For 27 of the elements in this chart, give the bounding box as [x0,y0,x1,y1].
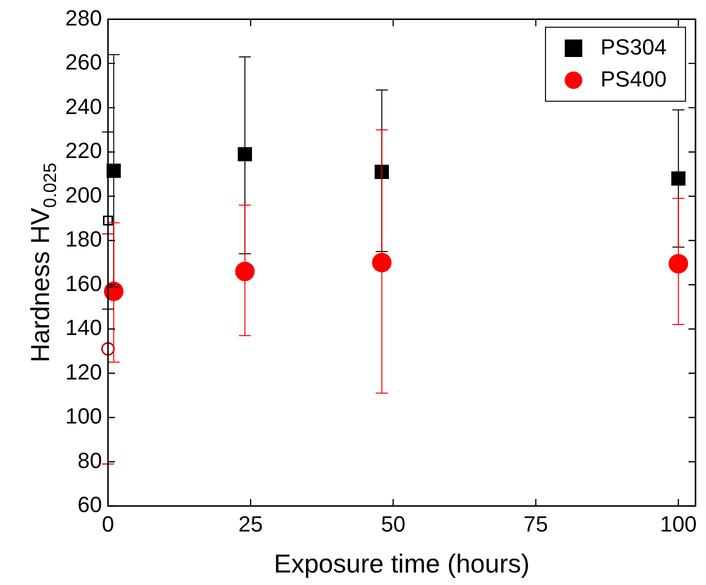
y-axis-title: Hardness HV0.025 [25,162,60,362]
y-tick-label: 280 [65,5,102,30]
y-tick-label: 220 [65,138,102,164]
x-tick-label: 50 [380,511,406,536]
y-tick-label: 80 [78,448,102,473]
y-tick-label: 160 [65,270,102,296]
point [372,252,392,272]
x-tick-label: 0 [102,511,114,536]
legend-label: PS400 [600,66,667,92]
point [668,254,688,274]
point [238,147,252,162]
y-tick-label: 140 [65,315,102,340]
y-tick-label: 120 [65,359,102,384]
point [235,262,255,282]
x-tick-label: 25 [238,511,263,536]
y-tick-label: 200 [65,182,102,208]
y-tick-label: 260 [65,50,102,75]
y-tick-label: 100 [65,404,102,429]
y-tick-label: 180 [65,226,102,252]
x-tick-label: 75 [524,511,548,536]
legend-label: PS304 [600,34,667,60]
point [374,164,389,179]
y-tick-label: 60 [78,492,102,518]
point [671,171,686,186]
x-tick-label: 100 [660,511,697,536]
x-axis-title: Exposure time (hours) [274,548,530,579]
y-tick-label: 240 [65,94,102,119]
